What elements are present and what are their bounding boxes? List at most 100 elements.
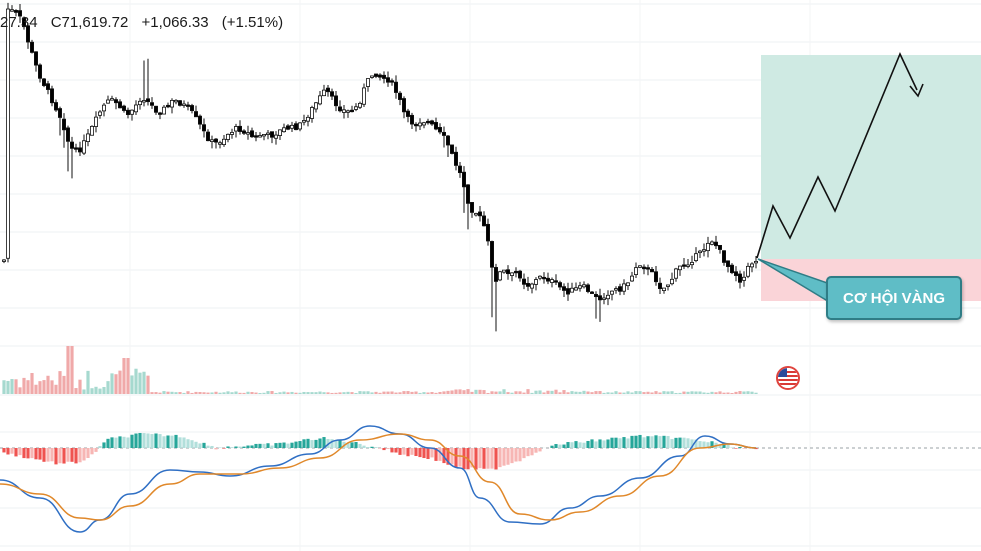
volume-bar bbox=[134, 368, 138, 394]
macd-hist-bar bbox=[198, 443, 202, 448]
macd-hist-bar bbox=[710, 441, 714, 448]
candle-body bbox=[393, 81, 398, 93]
macd-hist-bar bbox=[358, 443, 362, 448]
macd-hist-bar bbox=[490, 448, 494, 469]
candle-body bbox=[738, 273, 743, 283]
macd-hist-bar bbox=[362, 445, 366, 448]
candle-body bbox=[42, 78, 47, 86]
volume-bar bbox=[306, 392, 310, 394]
macd-hist-bar bbox=[674, 437, 678, 448]
candle-body bbox=[650, 268, 655, 273]
volume-bar bbox=[110, 373, 114, 394]
candle-body bbox=[54, 102, 59, 111]
candle-body bbox=[702, 249, 707, 252]
volume-bar bbox=[382, 391, 386, 394]
macd-hist-bar bbox=[130, 434, 134, 448]
volume-bar bbox=[266, 391, 270, 394]
candle-body bbox=[297, 122, 302, 130]
volume-bar bbox=[646, 391, 650, 394]
volume-bar bbox=[118, 370, 122, 394]
candle-body bbox=[389, 80, 394, 83]
candle-body bbox=[145, 98, 150, 103]
trade-zones bbox=[761, 55, 981, 301]
volume-bar bbox=[246, 391, 250, 394]
candle-body bbox=[98, 111, 103, 116]
macd-hist-bar bbox=[654, 435, 658, 448]
candle-body bbox=[213, 138, 218, 143]
candle-body bbox=[489, 241, 494, 268]
candle-body bbox=[542, 276, 547, 280]
candle-body bbox=[662, 287, 667, 291]
candle-body bbox=[638, 265, 643, 268]
candle-body bbox=[153, 105, 158, 113]
macd-hist-bar bbox=[222, 448, 226, 449]
candle-body bbox=[546, 277, 551, 282]
candle-body bbox=[409, 114, 414, 125]
candle-body bbox=[522, 278, 527, 285]
candle-body bbox=[722, 250, 727, 263]
volume-bar bbox=[718, 391, 722, 394]
volume-bar bbox=[6, 380, 10, 394]
candle-body bbox=[602, 297, 607, 300]
volume-bar bbox=[286, 392, 290, 394]
volume-bar bbox=[738, 391, 742, 394]
volume-bar bbox=[78, 379, 82, 394]
macd-hist-bar bbox=[270, 445, 274, 448]
macd-hist-bar bbox=[298, 441, 302, 448]
macd-hist-bar bbox=[514, 448, 518, 462]
us-flag-icon[interactable] bbox=[776, 366, 800, 390]
candle-body bbox=[157, 112, 162, 115]
macd-hist-bar bbox=[530, 448, 534, 456]
macd-hist-bar bbox=[314, 439, 318, 448]
macd-hist-bar bbox=[6, 448, 10, 455]
macd-hist-bar bbox=[18, 448, 22, 456]
macd-hist-bar bbox=[410, 448, 414, 455]
macd-hist-bar bbox=[230, 447, 234, 448]
volume-bar bbox=[86, 370, 90, 394]
volume-bar bbox=[170, 391, 174, 394]
macd-hist-bar bbox=[302, 439, 306, 448]
candle-body bbox=[38, 64, 43, 79]
candle-body bbox=[341, 109, 346, 113]
volume-bar bbox=[250, 392, 254, 394]
macd-hist-bar bbox=[102, 442, 106, 448]
candle-body bbox=[734, 271, 739, 276]
macd-hist-bar bbox=[334, 440, 338, 448]
candle-body bbox=[201, 124, 206, 132]
volume-bar bbox=[186, 391, 190, 394]
macd-hist-bar bbox=[142, 433, 146, 448]
macd-hist-bar bbox=[110, 437, 114, 448]
volume-bar bbox=[258, 392, 262, 394]
macd-hist-bar bbox=[10, 448, 14, 454]
macd-hist-bar bbox=[386, 448, 390, 449]
volume-bar bbox=[670, 391, 674, 394]
volume-bar bbox=[18, 387, 22, 394]
candle-body bbox=[74, 147, 79, 150]
candle-body bbox=[678, 265, 683, 271]
candle-body bbox=[694, 253, 699, 261]
macd-hist-bar bbox=[330, 439, 334, 448]
candle-body bbox=[261, 134, 266, 137]
volume-bar bbox=[398, 392, 402, 394]
macd-hist-bar bbox=[226, 446, 230, 448]
candle-body bbox=[221, 138, 226, 145]
candle-body bbox=[329, 91, 334, 97]
volume-bar bbox=[630, 392, 634, 394]
macd-hist-bar bbox=[238, 446, 242, 448]
macd-hist-bar bbox=[378, 448, 382, 449]
candle-body bbox=[6, 8, 11, 259]
volume-bar bbox=[546, 390, 550, 394]
candle-body bbox=[566, 288, 571, 295]
callout-label: CƠ HỘI VÀNG bbox=[843, 289, 945, 307]
candle-body bbox=[742, 276, 747, 281]
volume-bar bbox=[586, 391, 590, 394]
volume-bar bbox=[642, 392, 646, 394]
candle-body bbox=[618, 286, 623, 292]
volume-bar bbox=[730, 392, 734, 394]
macd-hist-bar bbox=[666, 436, 670, 448]
volume-bar bbox=[102, 386, 106, 394]
candle-body bbox=[437, 127, 442, 133]
volume-bar bbox=[410, 391, 414, 394]
volume-bar bbox=[362, 391, 366, 394]
volume-bar bbox=[282, 391, 286, 394]
